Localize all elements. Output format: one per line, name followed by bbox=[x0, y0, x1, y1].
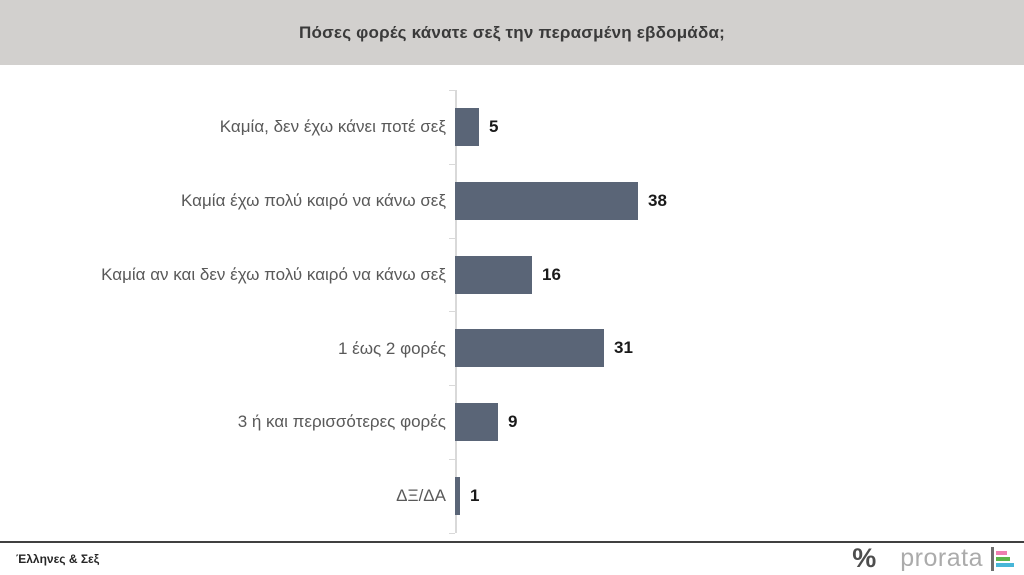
bar bbox=[455, 181, 638, 220]
percent-logo-icon: % bbox=[852, 543, 877, 573]
category-label: Καμία αν και δεν έχω πολύ καιρό να κάνω … bbox=[101, 264, 446, 284]
prorata-logo-icon bbox=[991, 546, 1014, 571]
bar-row: ΔΞ/ΔΑ 1 bbox=[0, 459, 1024, 533]
brand-group: % prorata bbox=[852, 545, 1014, 572]
bar bbox=[455, 329, 604, 368]
axis-tick bbox=[449, 532, 455, 534]
value-label: 1 bbox=[470, 486, 480, 506]
axis-tick bbox=[449, 311, 455, 313]
value-label: 5 bbox=[489, 116, 499, 136]
chart-title-band: Πόσες φορές κάνατε σεξ την περασμένη εβδ… bbox=[0, 0, 1024, 65]
logo-bar bbox=[996, 550, 1007, 555]
bar bbox=[455, 403, 498, 442]
bar-row: Καμία αν και δεν έχω πολύ καιρό να κάνω … bbox=[0, 238, 1024, 312]
source-label: Έλληνες & Σεξ bbox=[16, 551, 100, 566]
category-label: Καμία, δεν έχω κάνει ποτέ σεξ bbox=[219, 117, 446, 137]
category-label: ΔΞ/ΔΑ bbox=[396, 486, 446, 506]
bar bbox=[455, 107, 479, 146]
axis-tick bbox=[449, 237, 455, 239]
logo-bar bbox=[996, 562, 1014, 567]
axis-tick bbox=[449, 90, 455, 91]
value-axis-line bbox=[455, 90, 457, 533]
bar-row: 1 έως 2 φορές 31 bbox=[0, 311, 1024, 385]
value-label: 16 bbox=[542, 264, 561, 284]
category-label: 1 έως 2 φορές bbox=[337, 338, 446, 358]
bar-chart: Καμία, δεν έχω κάνει ποτέ σεξ 5 Καμία έχω … bbox=[0, 90, 1024, 533]
logo-line bbox=[991, 546, 994, 571]
bar-row: 3 ή και περισσότερες φορές 9 bbox=[0, 385, 1024, 459]
brand-name: prorata bbox=[900, 544, 983, 572]
category-label: Καμία έχω πολύ καιρό να κάνω σεξ bbox=[181, 190, 446, 210]
footer: Έλληνες & Σεξ % prorata bbox=[0, 541, 1024, 574]
chart-title: Πόσες φορές κάνατε σεξ την περασμένη εβδ… bbox=[299, 22, 725, 42]
axis-tick bbox=[449, 385, 455, 387]
bar bbox=[455, 255, 532, 294]
bar bbox=[455, 477, 460, 516]
bar-row: Καμία, δεν έχω κάνει ποτέ σεξ 5 bbox=[0, 90, 1024, 164]
axis-tick bbox=[449, 459, 455, 461]
logo-bar bbox=[996, 556, 1010, 561]
logo-bars bbox=[996, 550, 1014, 567]
value-label: 38 bbox=[648, 190, 667, 210]
value-label: 9 bbox=[508, 412, 518, 432]
category-axis-ticks bbox=[449, 90, 455, 534]
category-label: 3 ή και περισσότερες φορές bbox=[237, 412, 446, 432]
axis-tick bbox=[449, 163, 455, 165]
bar-row: Καμία έχω πολύ καιρό να κάνω σεξ 38 bbox=[0, 164, 1024, 238]
value-label: 31 bbox=[614, 338, 633, 358]
